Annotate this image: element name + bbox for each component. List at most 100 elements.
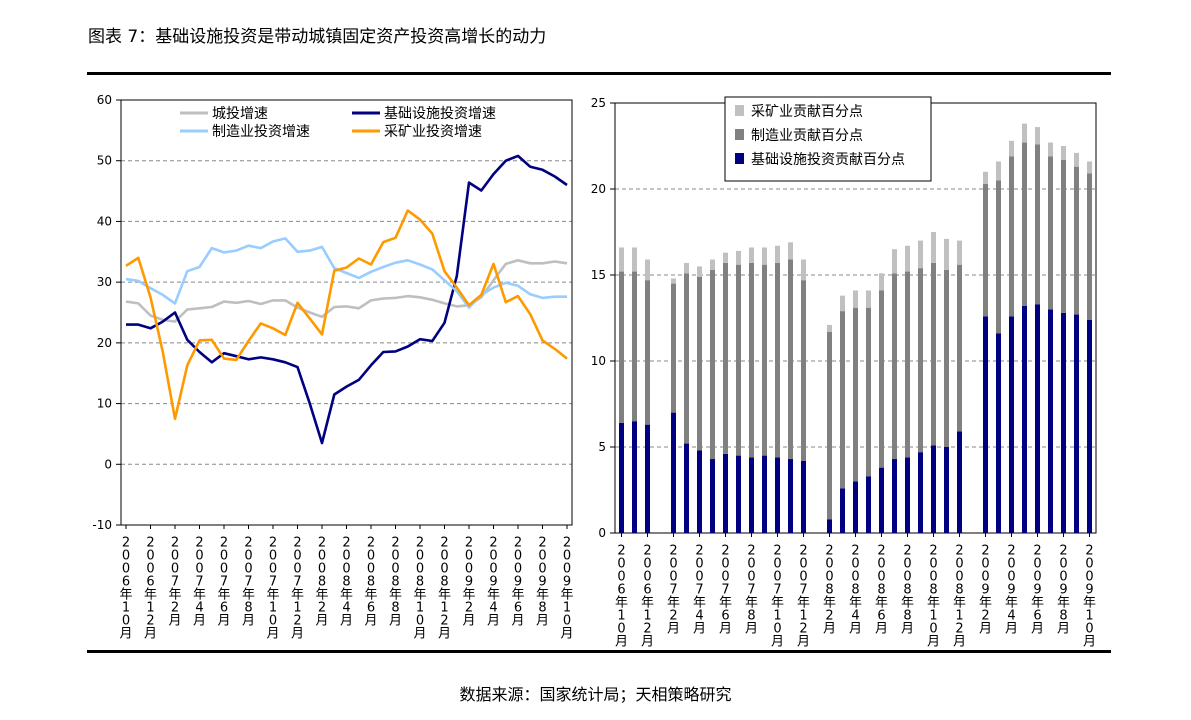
legend-box	[724, 96, 932, 182]
legend-label: 采矿业贡献百分点	[751, 104, 863, 120]
bar-segment	[1074, 152, 1079, 167]
y-tick-label: -10	[92, 518, 112, 532]
bar-segment	[918, 452, 923, 533]
y-tick-label: 0	[104, 457, 112, 471]
bar-segment	[983, 171, 988, 184]
bar-segment	[957, 240, 962, 265]
legend-label: 基础设施投资贡献百分点	[751, 151, 905, 168]
bar-segment	[1022, 123, 1027, 143]
bar-segment	[1061, 159, 1066, 313]
bar-segment	[879, 467, 884, 533]
bar-segment	[931, 445, 936, 533]
bar-segment	[827, 324, 832, 332]
bar-segment	[1074, 166, 1079, 315]
bar-segment	[892, 273, 897, 460]
bar-segment	[762, 455, 767, 533]
bar-segment	[632, 247, 637, 272]
y-tick-label: 10	[97, 397, 112, 411]
bar-segment	[645, 259, 650, 281]
bar-segment	[866, 476, 871, 533]
legend-label: 制造业投资增速	[212, 124, 310, 140]
bar-segment	[788, 259, 793, 460]
bar-segment	[1087, 319, 1092, 533]
bar-segment	[736, 264, 741, 456]
bar-segment	[879, 290, 884, 468]
bar-segment	[1061, 146, 1066, 160]
bar-segment	[996, 333, 1001, 533]
bar-segment	[996, 180, 1001, 334]
bar-segment	[632, 421, 637, 533]
bar-segment	[918, 240, 923, 269]
left-line-chart: -10 0 10 20 30 40 50 60 2 0 0 6 年 1 0 月 2 0 0 6 年 1 2 月 2 0 0 7 年 2 月 2…	[92, 93, 573, 642]
bottom-rule	[87, 650, 1111, 653]
bar-segment	[892, 249, 897, 274]
y-tick-label: 40	[97, 214, 112, 228]
bar-segment	[996, 161, 1001, 181]
bar-segment	[879, 273, 884, 291]
bar-segment	[827, 519, 832, 533]
bar-segment	[671, 278, 676, 284]
bar-segment	[931, 262, 936, 446]
bar-segment	[762, 247, 767, 265]
source-note: 数据来源：国家统计局；天相策略研究	[459, 685, 732, 704]
bar-segment	[827, 331, 832, 520]
bar-segment	[684, 262, 689, 274]
bar-segment	[1048, 142, 1053, 157]
bar-segment	[1022, 142, 1027, 306]
bar-segment	[1061, 312, 1066, 533]
bar-segment	[931, 232, 936, 263]
legend-label: 基础设施投资增速	[384, 105, 496, 122]
top-rule	[87, 72, 1111, 75]
bar-segment	[983, 316, 988, 533]
legend-label: 采矿业投资增速	[384, 124, 482, 140]
bar-segment	[853, 290, 858, 308]
bar-segment	[1087, 173, 1092, 320]
bar-segment	[892, 459, 897, 533]
bar-segment	[905, 271, 910, 458]
legend-swatch	[735, 129, 744, 140]
right-stacked-bar-chart: 0 5 10 15 20 25 2 0 0 6 年 1 0 月 2 0 0 6 年 1 2 月 2 0 0 7 年 2 月 2 0 0 7 年 4 月…	[591, 96, 1097, 650]
y-tick-label: 20	[97, 336, 112, 350]
bar-segment	[684, 273, 689, 444]
series-line	[126, 154, 568, 445]
bar-segment	[840, 488, 845, 533]
bar-segment	[801, 280, 806, 461]
bar-segment	[619, 271, 624, 423]
y-tick-label: 20	[591, 182, 606, 196]
y-tick-label: 50	[97, 154, 112, 168]
bar-segment	[697, 450, 702, 533]
bar-segment	[645, 424, 650, 533]
bar-segment	[723, 252, 728, 263]
bar-segment	[749, 262, 754, 458]
bar-segment	[1087, 161, 1092, 174]
bar-segment	[944, 238, 949, 270]
y-tick-label: 60	[97, 93, 112, 107]
bar-segment	[1009, 156, 1014, 317]
bar-segment	[645, 280, 650, 425]
bar-segment	[801, 259, 806, 281]
bar-segment	[1035, 144, 1040, 305]
series-line	[125, 237, 567, 309]
y-tick-label: 5	[598, 440, 606, 454]
bar-segment	[866, 290, 871, 308]
bar-segment	[1074, 314, 1079, 533]
